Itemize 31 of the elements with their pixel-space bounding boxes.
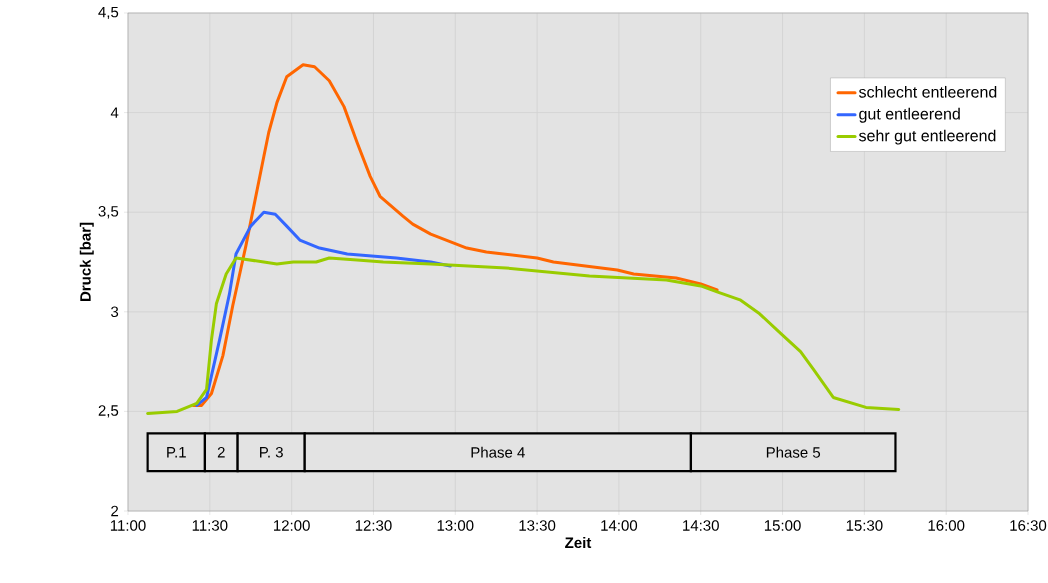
legend-label: sehr gut entleerend [858,129,996,145]
x-tick-label: 13:00 [437,520,474,531]
x-tick-label: 11:00 [110,520,146,531]
x-tick-label: 14:00 [601,520,638,531]
y-tick-label: 4 [110,107,119,118]
y-tick-label: 3 [111,306,119,318]
band-label: P.1 [167,447,186,458]
band-label: Phase 4 [471,446,525,458]
band-label: Phase 5 [766,446,821,458]
x-tick-label: 11:30 [192,520,228,531]
x-tick-label: 12:30 [355,520,392,531]
x-tick-label: 12:00 [274,520,310,531]
y-tick-label: 4,5 [98,6,119,20]
band-label: 2 [217,446,225,458]
y-tick-label: 3,5 [98,206,119,219]
x-tick-label: 16:30 [1010,520,1047,531]
y-tick-label: 2 [111,505,119,517]
y-axis-title: Druck [bar] [79,222,94,301]
legend-label: schlecht entleerend [858,85,997,98]
band-label: P. 3 [260,446,283,458]
x-axis-title: Zeit [565,537,592,549]
x-tick-label: 15:00 [764,520,801,531]
x-tick-label: 14:30 [683,520,719,531]
x-tick-label: 16:00 [928,520,965,531]
y-tick-label: 2,5 [98,405,119,418]
line-series [146,256,901,415]
legend-label: gut entleerend [859,107,960,123]
x-tick-label: 15:30 [846,520,883,531]
line-series [191,63,719,407]
x-tick-label: 13:30 [519,520,556,531]
line-series [195,210,452,407]
